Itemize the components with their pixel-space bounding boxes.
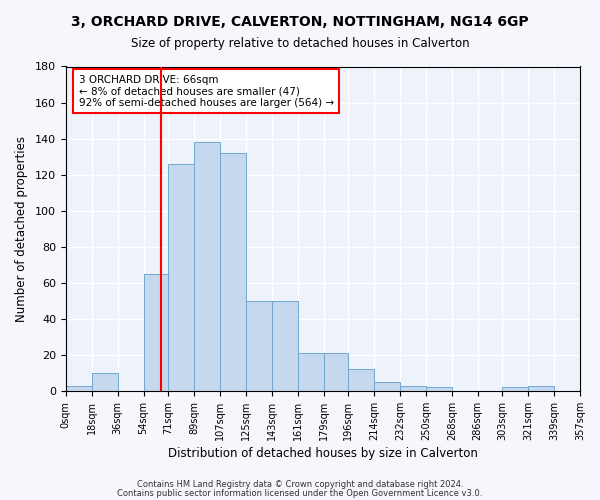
Bar: [374, 382, 400, 391]
Bar: [348, 370, 374, 391]
Bar: [323, 353, 348, 391]
Bar: [194, 142, 220, 391]
Y-axis label: Number of detached properties: Number of detached properties: [15, 136, 28, 322]
Bar: [66, 386, 92, 391]
Bar: [528, 386, 554, 391]
Bar: [92, 373, 118, 391]
Bar: [220, 153, 246, 391]
Text: Contains public sector information licensed under the Open Government Licence v3: Contains public sector information licen…: [118, 488, 482, 498]
Bar: [400, 386, 426, 391]
Text: 3 ORCHARD DRIVE: 66sqm
← 8% of detached houses are smaller (47)
92% of semi-deta: 3 ORCHARD DRIVE: 66sqm ← 8% of detached …: [79, 74, 334, 108]
X-axis label: Distribution of detached houses by size in Calverton: Distribution of detached houses by size …: [168, 447, 478, 460]
Bar: [168, 164, 194, 391]
Text: 3, ORCHARD DRIVE, CALVERTON, NOTTINGHAM, NG14 6GP: 3, ORCHARD DRIVE, CALVERTON, NOTTINGHAM,…: [71, 15, 529, 29]
Text: Size of property relative to detached houses in Calverton: Size of property relative to detached ho…: [131, 38, 469, 51]
Bar: [298, 353, 323, 391]
Bar: [272, 301, 298, 391]
Bar: [502, 388, 528, 391]
Bar: [426, 388, 452, 391]
Text: Contains HM Land Registry data © Crown copyright and database right 2024.: Contains HM Land Registry data © Crown c…: [137, 480, 463, 489]
Bar: [143, 274, 168, 391]
Bar: [246, 301, 272, 391]
